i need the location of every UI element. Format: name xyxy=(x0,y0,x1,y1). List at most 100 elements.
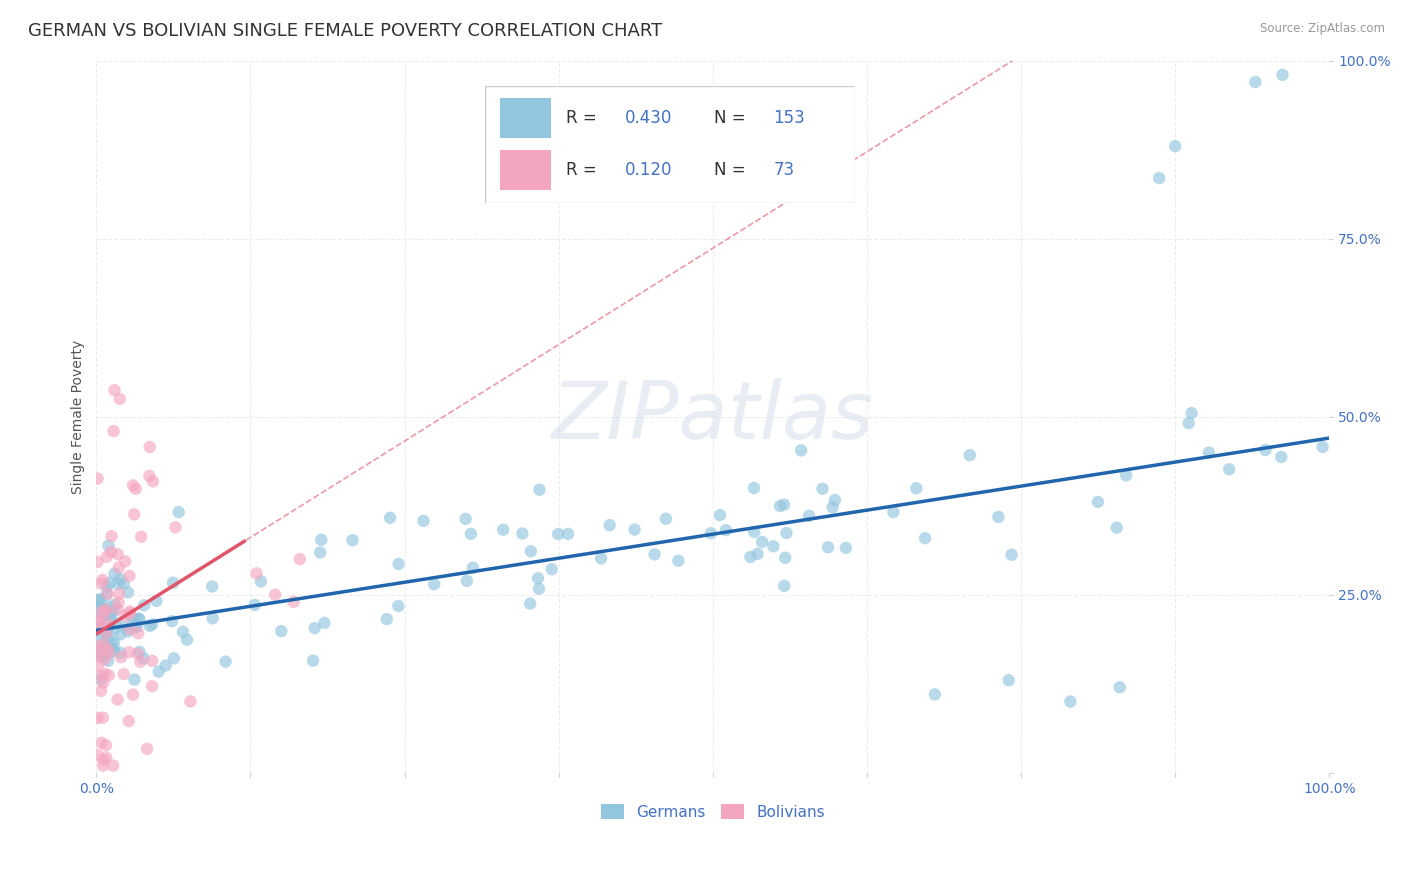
Point xyxy=(127,647,149,661)
Point xyxy=(89,592,111,607)
Point xyxy=(520,544,543,558)
Point xyxy=(797,508,820,523)
Point xyxy=(201,611,224,625)
Point xyxy=(90,669,112,683)
Point xyxy=(283,595,305,609)
Point xyxy=(100,613,122,627)
Point xyxy=(107,692,129,706)
Point xyxy=(128,645,150,659)
Point xyxy=(124,620,146,634)
Point xyxy=(824,493,846,508)
Point xyxy=(118,605,141,619)
Point xyxy=(165,520,187,534)
Point xyxy=(250,574,273,589)
Point xyxy=(107,602,129,616)
Point xyxy=(94,626,117,640)
Point xyxy=(112,667,135,681)
Point xyxy=(90,619,112,633)
Point xyxy=(1087,495,1109,509)
Point xyxy=(90,605,112,619)
Point xyxy=(243,598,266,612)
Point xyxy=(302,654,325,668)
Point xyxy=(110,650,132,665)
Point xyxy=(96,615,118,630)
Point xyxy=(740,549,762,564)
Point xyxy=(742,481,765,495)
Point xyxy=(107,596,129,610)
Point xyxy=(97,539,120,553)
Point xyxy=(96,549,118,564)
Point xyxy=(387,557,409,571)
Point xyxy=(87,606,110,620)
Point xyxy=(101,758,124,772)
Point xyxy=(97,624,120,638)
Point xyxy=(1147,171,1170,186)
Point xyxy=(101,604,124,618)
Point xyxy=(1108,680,1130,694)
Point xyxy=(540,562,562,576)
Point xyxy=(121,611,143,625)
Point xyxy=(1198,445,1220,459)
Point xyxy=(93,652,115,666)
Point xyxy=(519,597,541,611)
Point xyxy=(89,639,111,653)
Point xyxy=(107,577,129,591)
Point xyxy=(94,625,117,640)
Point xyxy=(905,481,928,495)
Point xyxy=(591,551,613,566)
Point xyxy=(94,602,117,616)
Point xyxy=(1270,450,1292,464)
Point xyxy=(1244,75,1267,89)
Point xyxy=(142,475,165,489)
Point xyxy=(108,392,131,406)
Point xyxy=(769,499,792,513)
Point xyxy=(96,632,118,646)
Point xyxy=(547,527,569,541)
Point xyxy=(103,644,125,658)
Point xyxy=(90,673,112,687)
Point xyxy=(246,566,269,581)
Point xyxy=(492,523,515,537)
Point xyxy=(456,574,478,588)
Point xyxy=(172,624,194,639)
Point xyxy=(1164,139,1187,153)
Point xyxy=(309,545,332,559)
Point xyxy=(304,621,326,635)
Text: ZIPatlas: ZIPatlas xyxy=(551,377,875,456)
Point xyxy=(97,646,120,660)
Text: GERMAN VS BOLIVIAN SINGLE FEMALE POVERTY CORRELATION CHART: GERMAN VS BOLIVIAN SINGLE FEMALE POVERTY… xyxy=(28,22,662,40)
Point xyxy=(375,612,398,626)
Point xyxy=(93,638,115,652)
Point xyxy=(103,624,125,638)
Point xyxy=(127,626,149,640)
Point xyxy=(94,738,117,752)
Point xyxy=(118,622,141,636)
Point xyxy=(87,624,110,638)
Point xyxy=(96,588,118,602)
Point xyxy=(914,531,936,545)
Point xyxy=(129,530,152,544)
Legend: Germans, Bolivians: Germans, Bolivians xyxy=(595,797,831,826)
Point xyxy=(97,607,120,622)
Point xyxy=(599,518,621,533)
Point xyxy=(811,482,834,496)
Point xyxy=(98,640,121,655)
Point xyxy=(387,599,409,613)
Point xyxy=(103,383,125,397)
Point xyxy=(91,675,114,690)
Point xyxy=(160,614,183,628)
Point xyxy=(124,673,146,687)
Point xyxy=(86,472,108,486)
Point xyxy=(118,645,141,659)
Point xyxy=(714,523,737,537)
Point xyxy=(527,571,550,585)
Point xyxy=(959,448,981,462)
Point xyxy=(742,524,765,539)
Point xyxy=(666,554,689,568)
Point xyxy=(145,594,167,608)
Point xyxy=(94,647,117,661)
Point xyxy=(87,639,110,653)
Point xyxy=(91,573,114,587)
Point xyxy=(93,753,115,767)
Point xyxy=(128,611,150,625)
